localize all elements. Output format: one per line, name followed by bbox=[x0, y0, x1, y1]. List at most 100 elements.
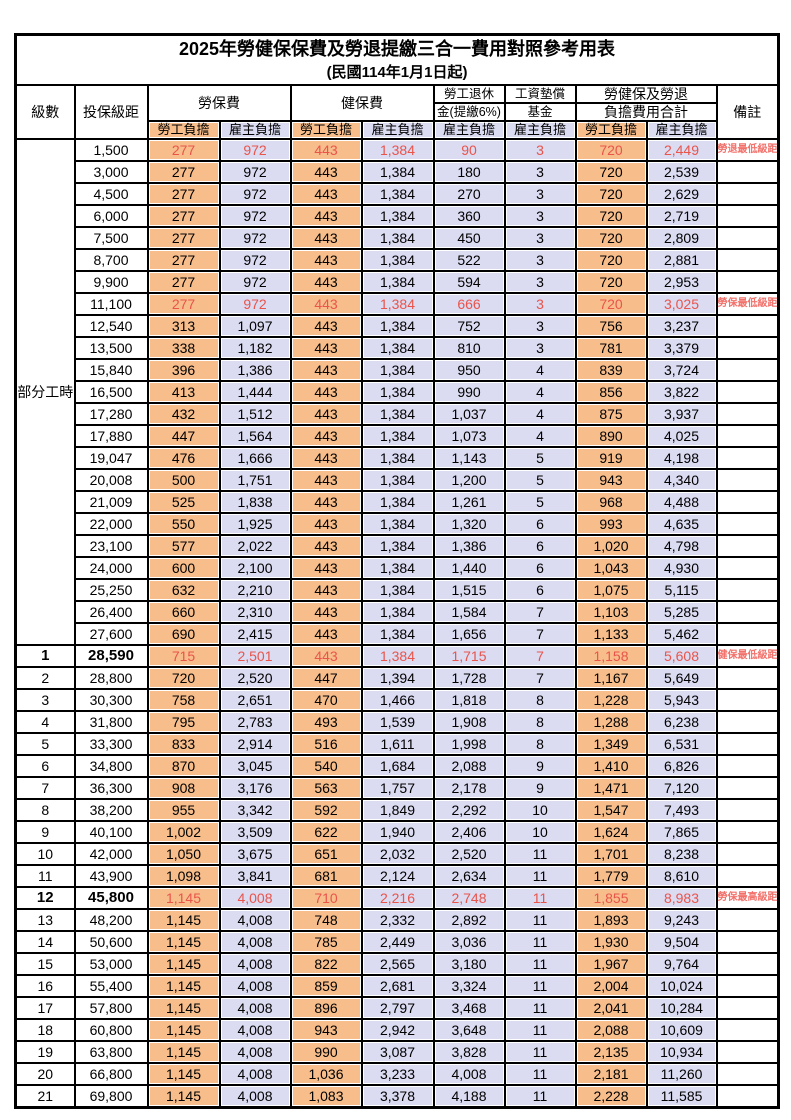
table-row: 7,500 277 972 443 1,384 450 3 720 2,809 bbox=[16, 226, 780, 250]
page-subtitle: (民國114年1月1日起) bbox=[326, 64, 468, 81]
labor-ins-employer-cell: 1,925 bbox=[218, 512, 292, 536]
salary-cell: 11,100 bbox=[73, 292, 149, 316]
labor-ins-employer-cell: 2,210 bbox=[218, 578, 292, 602]
pension-employer-cell: 1,440 bbox=[432, 556, 506, 580]
health-ins-employer-cell: 3,233 bbox=[360, 1062, 435, 1086]
total-employee-cell: 1,020 bbox=[574, 534, 648, 558]
health-ins-employee-cell: 710 bbox=[289, 886, 363, 910]
total-employee-cell: 1,158 bbox=[574, 644, 648, 668]
table-row: 21 69,800 1,145 4,008 1,083 3,378 4,188 11 2,228… bbox=[14, 1084, 780, 1109]
pension-employer-cell: 450 bbox=[432, 226, 506, 250]
salary-cell: 30,300 bbox=[73, 688, 149, 712]
labor-ins-employer-cell: 4,008 bbox=[218, 886, 292, 910]
labor-ins-employer-cell: 972 bbox=[218, 226, 292, 250]
pension-employer-cell: 2,088 bbox=[432, 754, 506, 778]
health-ins-employee-cell: 443 bbox=[289, 622, 363, 646]
health-ins-employer-cell: 1,384 bbox=[360, 292, 435, 316]
labor-ins-employee-cell: 720 bbox=[146, 666, 221, 690]
salary-cell: 33,300 bbox=[73, 732, 149, 756]
level-cell: 17 bbox=[14, 996, 76, 1020]
salary-cell: 43,900 bbox=[73, 864, 149, 888]
total-employer-cell: 5,285 bbox=[645, 600, 718, 624]
remark-cell bbox=[715, 820, 780, 844]
health-ins-employer-cell: 1,849 bbox=[360, 798, 435, 822]
remark-cell bbox=[715, 732, 780, 756]
health-ins-employer-cell: 1,384 bbox=[360, 468, 435, 492]
total-employee-cell: 720 bbox=[574, 204, 648, 228]
remark-cell: 勞退最低級距 bbox=[715, 138, 780, 162]
pension-employer-cell: 3,468 bbox=[432, 996, 506, 1020]
health-ins-employer-cell: 1,384 bbox=[360, 600, 435, 624]
salary-cell: 38,200 bbox=[73, 798, 149, 822]
labor-ins-employer-cell: 4,008 bbox=[218, 1040, 292, 1064]
col-header-wage-fund-line1: 工資墊償 bbox=[503, 84, 577, 104]
remark-cell bbox=[715, 1018, 780, 1042]
health-ins-employee-cell: 443 bbox=[289, 204, 363, 228]
health-ins-employee-cell: 1,036 bbox=[289, 1062, 363, 1086]
total-employer-cell: 4,025 bbox=[645, 424, 718, 448]
total-employee-cell: 1,779 bbox=[574, 864, 648, 888]
level-cell: 21 bbox=[14, 1084, 76, 1109]
pension-employer-cell: 990 bbox=[432, 380, 506, 404]
salary-cell: 13,500 bbox=[73, 336, 149, 360]
health-ins-employee-cell: 563 bbox=[289, 776, 363, 800]
wage-fund-employer-cell: 7 bbox=[503, 644, 577, 668]
labor-ins-employer-cell: 4,008 bbox=[218, 952, 292, 976]
total-employer-cell: 4,635 bbox=[645, 512, 718, 536]
labor-ins-employee-cell: 476 bbox=[146, 446, 221, 470]
labor-ins-employee-cell: 870 bbox=[146, 754, 221, 778]
wage-fund-employer-cell: 3 bbox=[503, 314, 577, 338]
health-ins-employee-cell: 443 bbox=[289, 270, 363, 294]
remark-cell bbox=[715, 314, 780, 338]
total-employee-cell: 1,228 bbox=[574, 688, 648, 712]
pension-employer-cell: 522 bbox=[432, 248, 506, 272]
salary-cell: 8,700 bbox=[73, 248, 149, 272]
total-employer-cell: 7,120 bbox=[645, 776, 718, 800]
labor-ins-employer-cell: 1,751 bbox=[218, 468, 292, 492]
labor-ins-employee-cell: 277 bbox=[146, 160, 221, 184]
salary-cell: 25,250 bbox=[73, 578, 149, 602]
total-employee-cell: 756 bbox=[574, 314, 648, 338]
remark-cell bbox=[715, 160, 780, 184]
level-cell: 16 bbox=[14, 974, 76, 998]
health-ins-employer-cell: 2,942 bbox=[360, 1018, 435, 1042]
labor-ins-employee-cell: 1,145 bbox=[146, 974, 221, 998]
table-row: 15 53,000 1,145 4,008 822 2,565 3,180 11 1,967 9,… bbox=[14, 952, 780, 976]
health-ins-employee-cell: 592 bbox=[289, 798, 363, 822]
health-ins-employer-cell: 2,216 bbox=[360, 886, 435, 910]
total-employer-cell: 5,649 bbox=[645, 666, 718, 690]
wage-fund-employer-cell: 11 bbox=[503, 1040, 577, 1064]
total-employee-cell: 720 bbox=[574, 270, 648, 294]
total-employee-cell: 1,410 bbox=[574, 754, 648, 778]
wage-fund-employer-cell: 3 bbox=[503, 248, 577, 272]
level-cell: 11 bbox=[14, 864, 76, 888]
remark-cell: 勞保最高級距 bbox=[715, 886, 780, 910]
total-employer-cell: 3,937 bbox=[645, 402, 718, 426]
total-employee-cell: 2,135 bbox=[574, 1040, 648, 1064]
remark-cell bbox=[715, 688, 780, 712]
subheader-health-employee: 勞工負擔 bbox=[289, 120, 363, 140]
pension-employer-cell: 270 bbox=[432, 182, 506, 206]
table-row: 15,840 396 1,386 443 1,384 950 4 839 3,724 bbox=[16, 358, 780, 382]
wage-fund-employer-cell: 3 bbox=[503, 336, 577, 360]
remark-cell bbox=[715, 424, 780, 448]
total-employer-cell: 3,822 bbox=[645, 380, 718, 404]
table-row: 25,250 632 2,210 443 1,384 1,515 6 1,075 5,115 bbox=[16, 578, 780, 602]
remark-cell: 健保最低級距 bbox=[715, 644, 780, 668]
labor-ins-employee-cell: 577 bbox=[146, 534, 221, 558]
col-header-salary: 投保級距 bbox=[73, 84, 149, 140]
health-ins-employee-cell: 748 bbox=[289, 908, 363, 932]
pension-employer-cell: 2,178 bbox=[432, 776, 506, 800]
total-employer-cell: 11,260 bbox=[645, 1062, 718, 1086]
remark-cell bbox=[715, 622, 780, 646]
remark-cell bbox=[715, 358, 780, 382]
table-row: 19 63,800 1,145 4,008 990 3,087 3,828 11 2,135 10… bbox=[14, 1040, 780, 1064]
total-employee-cell: 720 bbox=[574, 138, 648, 162]
health-ins-employee-cell: 443 bbox=[289, 248, 363, 272]
level-group-cell: 部分工時 bbox=[14, 138, 76, 646]
labor-ins-employee-cell: 1,145 bbox=[146, 1084, 221, 1109]
total-employer-cell: 3,025 bbox=[645, 292, 718, 316]
salary-cell: 20,008 bbox=[73, 468, 149, 492]
health-ins-employer-cell: 2,032 bbox=[360, 842, 435, 866]
labor-ins-employer-cell: 1,386 bbox=[218, 358, 292, 382]
